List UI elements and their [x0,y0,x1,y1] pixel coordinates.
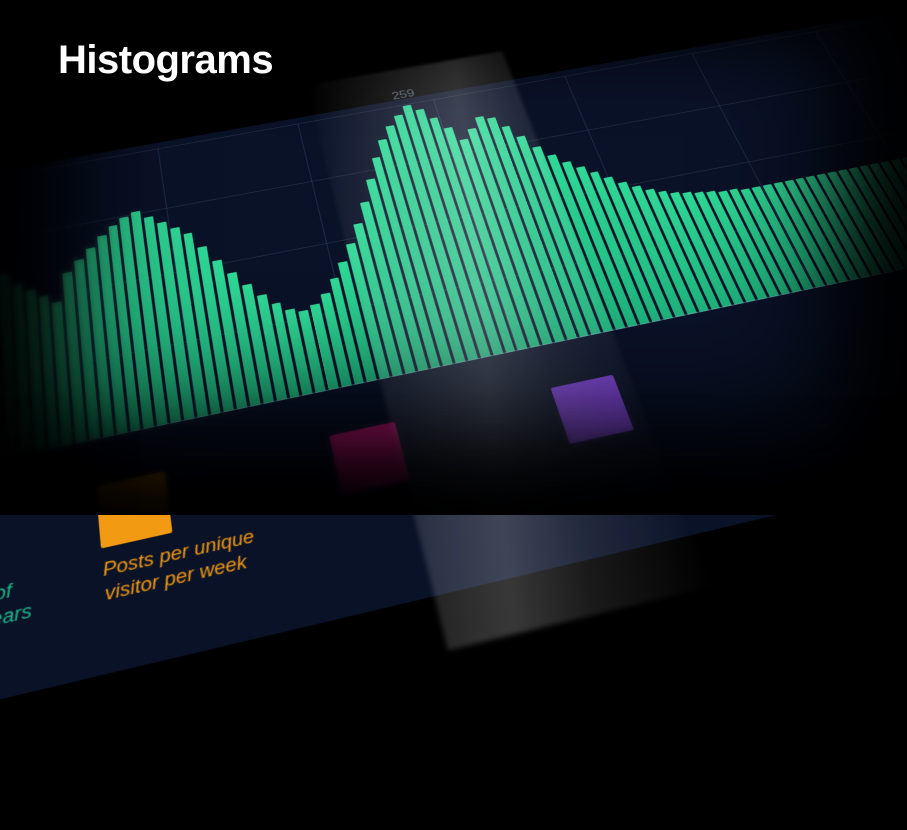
dashboard-panel: 259 Average height of trees last 100 yea… [0,0,907,755]
legend-item: Posts per unique visitor per week [96,449,288,605]
legend-label: Average height of trees last 100 years [0,574,36,666]
legend-swatch [551,375,634,444]
legend-item: Average height of trees last 100 years [0,500,36,665]
legend-swatch [329,422,409,495]
legend-item [551,355,729,444]
peak-value-label: 259 [391,88,417,103]
legend-swatch [96,471,173,548]
legend-item [329,401,509,495]
page-title: Histograms [58,38,273,83]
